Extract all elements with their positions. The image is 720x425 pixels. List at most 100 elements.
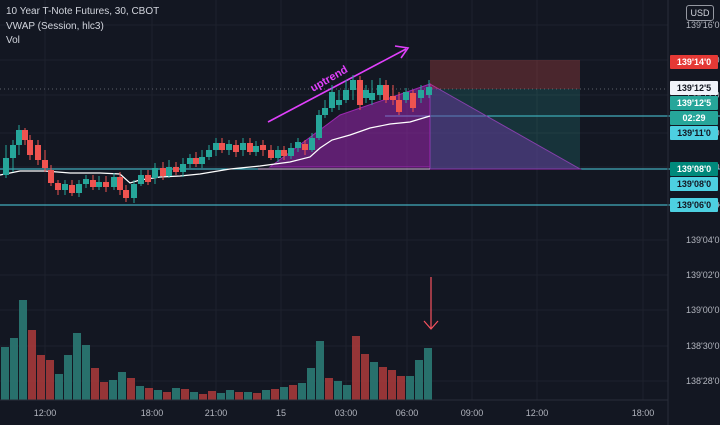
time-tick-label: 06:00 [396, 408, 419, 418]
candle-body [268, 150, 274, 158]
chart-title: 10 Year T-Note Futures, 30, CBOT [6, 6, 160, 17]
volume-bar [370, 362, 378, 400]
volume-bar [109, 380, 117, 400]
candle-body [329, 92, 335, 108]
candle-body [233, 145, 239, 152]
candle-body [160, 168, 166, 176]
price-badge-label: 139'08'0 [677, 179, 711, 189]
candle-body [369, 93, 375, 100]
candle-body [213, 143, 219, 150]
candle-body [410, 93, 416, 108]
price-badge-label: 139'06'0 [677, 200, 711, 210]
candle-body [426, 87, 432, 95]
volume-bar [181, 389, 189, 400]
volume-bar [334, 381, 342, 400]
candle-body [390, 96, 396, 100]
volume-bar [397, 376, 405, 400]
volume-bar [154, 390, 162, 400]
price-badge-timer [670, 111, 718, 125]
candle-body [3, 158, 9, 175]
candle-body [173, 167, 179, 172]
volume-bar [361, 354, 369, 400]
candle-body [166, 167, 172, 176]
candle-body [42, 160, 48, 168]
currency-button[interactable]: USD [686, 5, 714, 21]
volume-bar [46, 360, 54, 400]
volume-bar [343, 385, 351, 400]
candle-body [357, 80, 363, 105]
price-tick-label: 139'02'0 [686, 270, 719, 280]
volume-bars [1, 300, 432, 400]
volume-bar [379, 367, 387, 400]
volume-bar [316, 341, 324, 400]
candle-body [377, 85, 383, 95]
volume-bar [163, 392, 171, 400]
time-tick-label: 12:00 [34, 408, 57, 418]
candle-body [295, 142, 301, 148]
volume-bar [136, 386, 144, 400]
candle-body [48, 170, 54, 183]
candle-body [281, 150, 287, 156]
uptrend-arrow [267, 48, 407, 123]
volume-bar [100, 382, 108, 400]
candle-body [16, 130, 22, 145]
candle-body [103, 182, 109, 187]
volume-bar [253, 393, 261, 400]
candle-body [302, 144, 308, 150]
price-tick-label: 139'04'0 [686, 235, 719, 245]
candle-body [193, 158, 199, 164]
candle-body [336, 100, 342, 105]
price-badge-label: 139'14'0 [677, 57, 711, 67]
candle-body [10, 145, 16, 158]
vwap-legend[interactable]: VWAP (Session, hlc3) [6, 21, 104, 32]
price-tick-label: 138'28'0 [686, 376, 719, 386]
volume-bar [28, 330, 36, 400]
time-tick-label: 21:00 [205, 408, 228, 418]
candle-body [123, 190, 129, 198]
candle-body [418, 90, 424, 98]
candle-body [180, 164, 186, 172]
candle-body [363, 90, 369, 98]
candle-body [240, 143, 246, 150]
time-tick-label: 15 [276, 408, 286, 418]
price-badge-price [670, 96, 718, 110]
candle-body [62, 184, 68, 190]
candle-body [322, 108, 328, 115]
volume-bar [1, 347, 9, 400]
candle-body [309, 138, 315, 150]
price-badge-level [670, 198, 718, 212]
vwap-line [0, 115, 431, 184]
take-profit-zone [430, 89, 580, 169]
drawings: uptrend [0, 45, 582, 330]
price-badge-level [670, 126, 718, 140]
volume-bar [172, 388, 180, 400]
candle-body [145, 175, 151, 182]
stop-loss-zone [430, 60, 580, 89]
volume-bar [226, 390, 234, 400]
candle-body [76, 184, 82, 193]
volume-bar [280, 387, 288, 400]
candle-body [22, 130, 28, 140]
time-tick-label: 03:00 [335, 408, 358, 418]
candle-body [131, 184, 137, 198]
candle-body [253, 146, 259, 152]
volume-bar [82, 345, 90, 400]
volume-bar [37, 355, 45, 400]
candle-body [83, 179, 89, 184]
candlesticks [3, 75, 432, 203]
volume-bar [289, 385, 297, 400]
price-badge-level [670, 177, 718, 191]
candle-body [219, 143, 225, 150]
volume-bar [199, 394, 207, 400]
volume-bar [424, 348, 432, 400]
candle-body [69, 185, 75, 193]
candle-body [275, 150, 281, 158]
price-badge-stop [670, 55, 718, 69]
volume-bar [325, 378, 333, 400]
volume-bar [64, 355, 72, 400]
volume-legend[interactable]: Vol [6, 35, 20, 46]
volume-bar [244, 392, 252, 400]
candle-body [288, 148, 294, 156]
